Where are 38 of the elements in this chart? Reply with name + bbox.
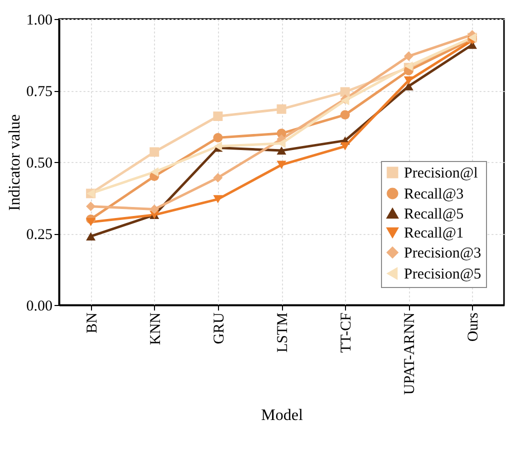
legend-label: Recall@5 [404,206,464,222]
legend-label: Recall@1 [404,226,464,242]
point [150,147,160,157]
point [86,218,96,226]
x-axis-title: Model [261,406,304,424]
point [276,146,286,155]
point [340,142,350,150]
point [150,167,158,177]
y-tick-label: 0.50 [26,156,52,172]
point [86,202,96,212]
y-tick-label: 0.75 [26,84,52,100]
legend-label: Precision@5 [404,266,482,282]
y-axis-title: Indicator value [6,114,24,211]
point [340,87,350,97]
legend-label: Precision@3 [404,246,482,262]
point [86,232,96,240]
x-tick-label: UPAT-ARNN [402,312,418,395]
x-tick-label: LSTM [275,312,291,353]
point [213,132,223,142]
y-tick-label: 0.25 [26,227,52,243]
point [404,76,414,85]
y-tick-label: 0.00 [26,298,52,314]
point [276,160,286,169]
point [276,104,286,114]
point [404,51,414,61]
legend-label: Precision@l [404,166,478,182]
point [340,110,350,120]
x-tick-label: KNN [148,312,164,345]
x-tick-label: GRU [211,312,228,344]
point [213,195,223,204]
y-tick-label: 1.00 [26,12,52,28]
point [213,172,223,182]
point [213,111,223,121]
x-tick-label: BN [84,312,100,334]
point [150,204,160,214]
x-tick-label: TT-CF [338,312,355,353]
x-tick-label: Ours [466,312,482,342]
legend-label: Recall@3 [404,186,464,202]
